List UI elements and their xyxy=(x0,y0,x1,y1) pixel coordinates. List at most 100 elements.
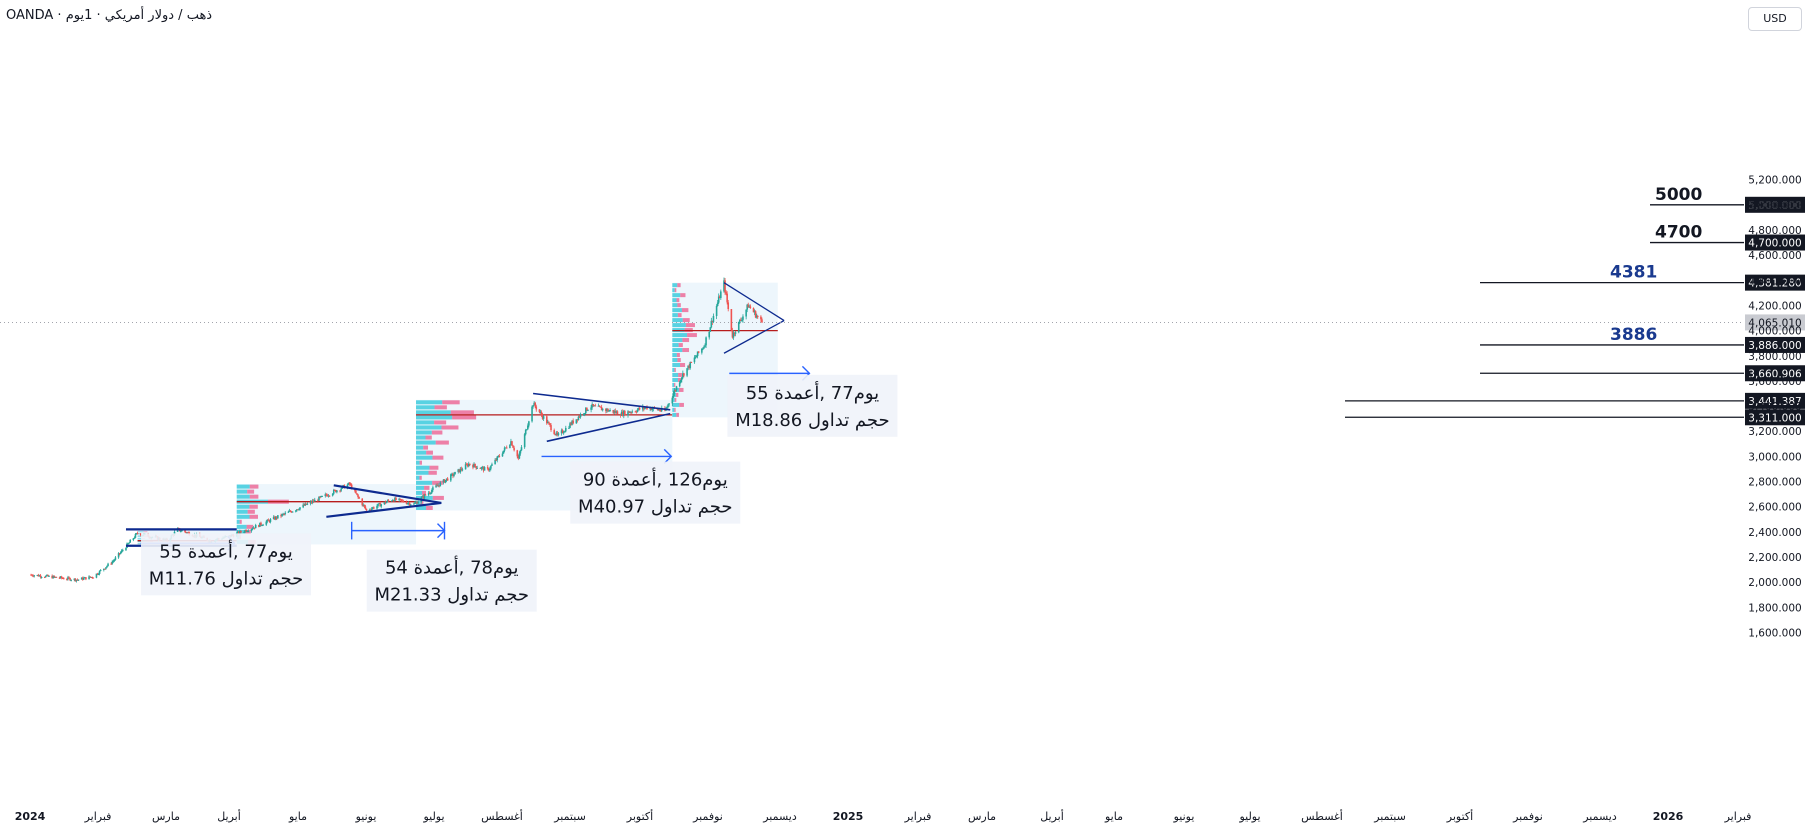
profile-bar-down xyxy=(687,333,697,338)
candle xyxy=(538,409,541,414)
candle xyxy=(586,407,588,412)
candle xyxy=(621,409,624,417)
candle xyxy=(406,502,409,505)
time-tick-label: ديسمبر xyxy=(762,810,797,823)
price-tick-label: 5,000.000 xyxy=(1748,200,1801,212)
candle xyxy=(458,469,461,473)
candle xyxy=(339,490,341,493)
candle xyxy=(402,499,405,503)
candle xyxy=(569,421,571,429)
profile-bar-down xyxy=(249,504,258,509)
candle xyxy=(82,576,85,581)
time-tick-label: مارس xyxy=(152,810,180,823)
candle xyxy=(460,466,463,472)
candle xyxy=(244,529,246,534)
level-annotation: 4700 xyxy=(1655,223,1702,243)
candle xyxy=(730,309,733,331)
candle xyxy=(30,573,32,576)
candle xyxy=(91,576,94,579)
candle xyxy=(541,413,544,420)
candle xyxy=(498,454,501,458)
profile-bar-up xyxy=(137,538,143,539)
candle xyxy=(45,575,47,578)
triangle-3-top xyxy=(723,282,785,322)
candle xyxy=(335,489,337,493)
profile-bar-up xyxy=(416,410,451,415)
profile-bar-up xyxy=(672,353,677,358)
candle xyxy=(497,454,500,458)
candle xyxy=(373,506,375,510)
price-levels: 5,000.000 4,700.000 4,381.280 3,886.000 3,66… xyxy=(0,185,1805,426)
profile-bar-down xyxy=(434,405,447,410)
candle xyxy=(593,404,596,407)
time-tick-label: سبتمبر xyxy=(553,810,586,823)
price-axis[interactable]: 5,200.000 5,000.000 4,800.000 4,600.000 4,40… xyxy=(1748,175,1801,640)
profile-bar-down xyxy=(677,358,681,363)
candle xyxy=(437,483,439,488)
candle xyxy=(105,567,107,570)
candle xyxy=(628,411,630,413)
time-tick-label: فبراير xyxy=(904,810,932,823)
candle xyxy=(31,574,33,577)
candle xyxy=(585,407,587,415)
candle xyxy=(474,463,476,468)
time-tick-label: يونيو xyxy=(355,810,377,823)
candle xyxy=(128,542,130,544)
profile-bar-down xyxy=(426,450,433,455)
candle xyxy=(709,327,712,332)
candle xyxy=(740,317,742,321)
current-price-label: 4,065.010 xyxy=(1748,317,1801,329)
candle xyxy=(572,418,574,425)
profile-bar-up xyxy=(236,494,250,499)
candle xyxy=(383,501,386,505)
candle xyxy=(694,354,697,359)
candle xyxy=(377,503,379,508)
candle xyxy=(609,408,611,412)
measure-arrow-3-head xyxy=(663,448,673,464)
profile-bar-up xyxy=(672,412,677,417)
candle xyxy=(297,509,299,511)
currency-button[interactable]: USD xyxy=(1748,7,1802,31)
profile-bar-down xyxy=(677,377,682,382)
time-tick-label: أكتوبر xyxy=(626,809,653,823)
candle xyxy=(414,500,416,504)
candle xyxy=(482,466,485,473)
price-tick-label: 3,600.000 xyxy=(1748,376,1801,388)
level-tag-label: 4,700.000 xyxy=(1748,238,1801,250)
candle xyxy=(348,481,351,486)
candle xyxy=(495,458,497,461)
candle xyxy=(73,578,76,582)
candle xyxy=(754,310,757,319)
candle xyxy=(582,413,585,416)
profile-bar-down xyxy=(432,495,444,500)
candle xyxy=(494,458,496,465)
candle xyxy=(282,512,284,516)
candle xyxy=(76,578,79,581)
profile-bar-down xyxy=(676,412,679,417)
profile-bar-up xyxy=(672,283,678,288)
candle xyxy=(583,412,586,417)
profile-bar-down xyxy=(682,318,690,323)
time-axis[interactable]: 2024 فبراير مارس أبريل مايو يونيو يوليو أغسطس سب… xyxy=(15,809,1752,823)
triangle-1-bottom xyxy=(326,501,442,518)
price-tick-label: 3,800.000 xyxy=(1748,351,1801,363)
profile-bar-down xyxy=(441,425,459,430)
candle xyxy=(129,539,131,543)
level-tag xyxy=(1745,336,1805,353)
stats-line-2: Mحجم تداول 21.33 xyxy=(374,585,528,606)
price-tick-label: 5,200.000 xyxy=(1748,175,1801,187)
candle xyxy=(668,403,670,407)
level-tag xyxy=(1745,274,1805,291)
candle xyxy=(294,509,297,513)
profile-bar-up xyxy=(672,402,680,407)
candle xyxy=(525,429,528,431)
current-price-tag xyxy=(1745,314,1805,331)
candle xyxy=(304,502,307,507)
time-tick-label: أبريل xyxy=(1040,809,1064,823)
candle xyxy=(298,508,300,511)
candle xyxy=(672,391,675,399)
candle xyxy=(616,410,619,415)
candle xyxy=(112,559,115,564)
profile-bar-up xyxy=(236,509,248,514)
